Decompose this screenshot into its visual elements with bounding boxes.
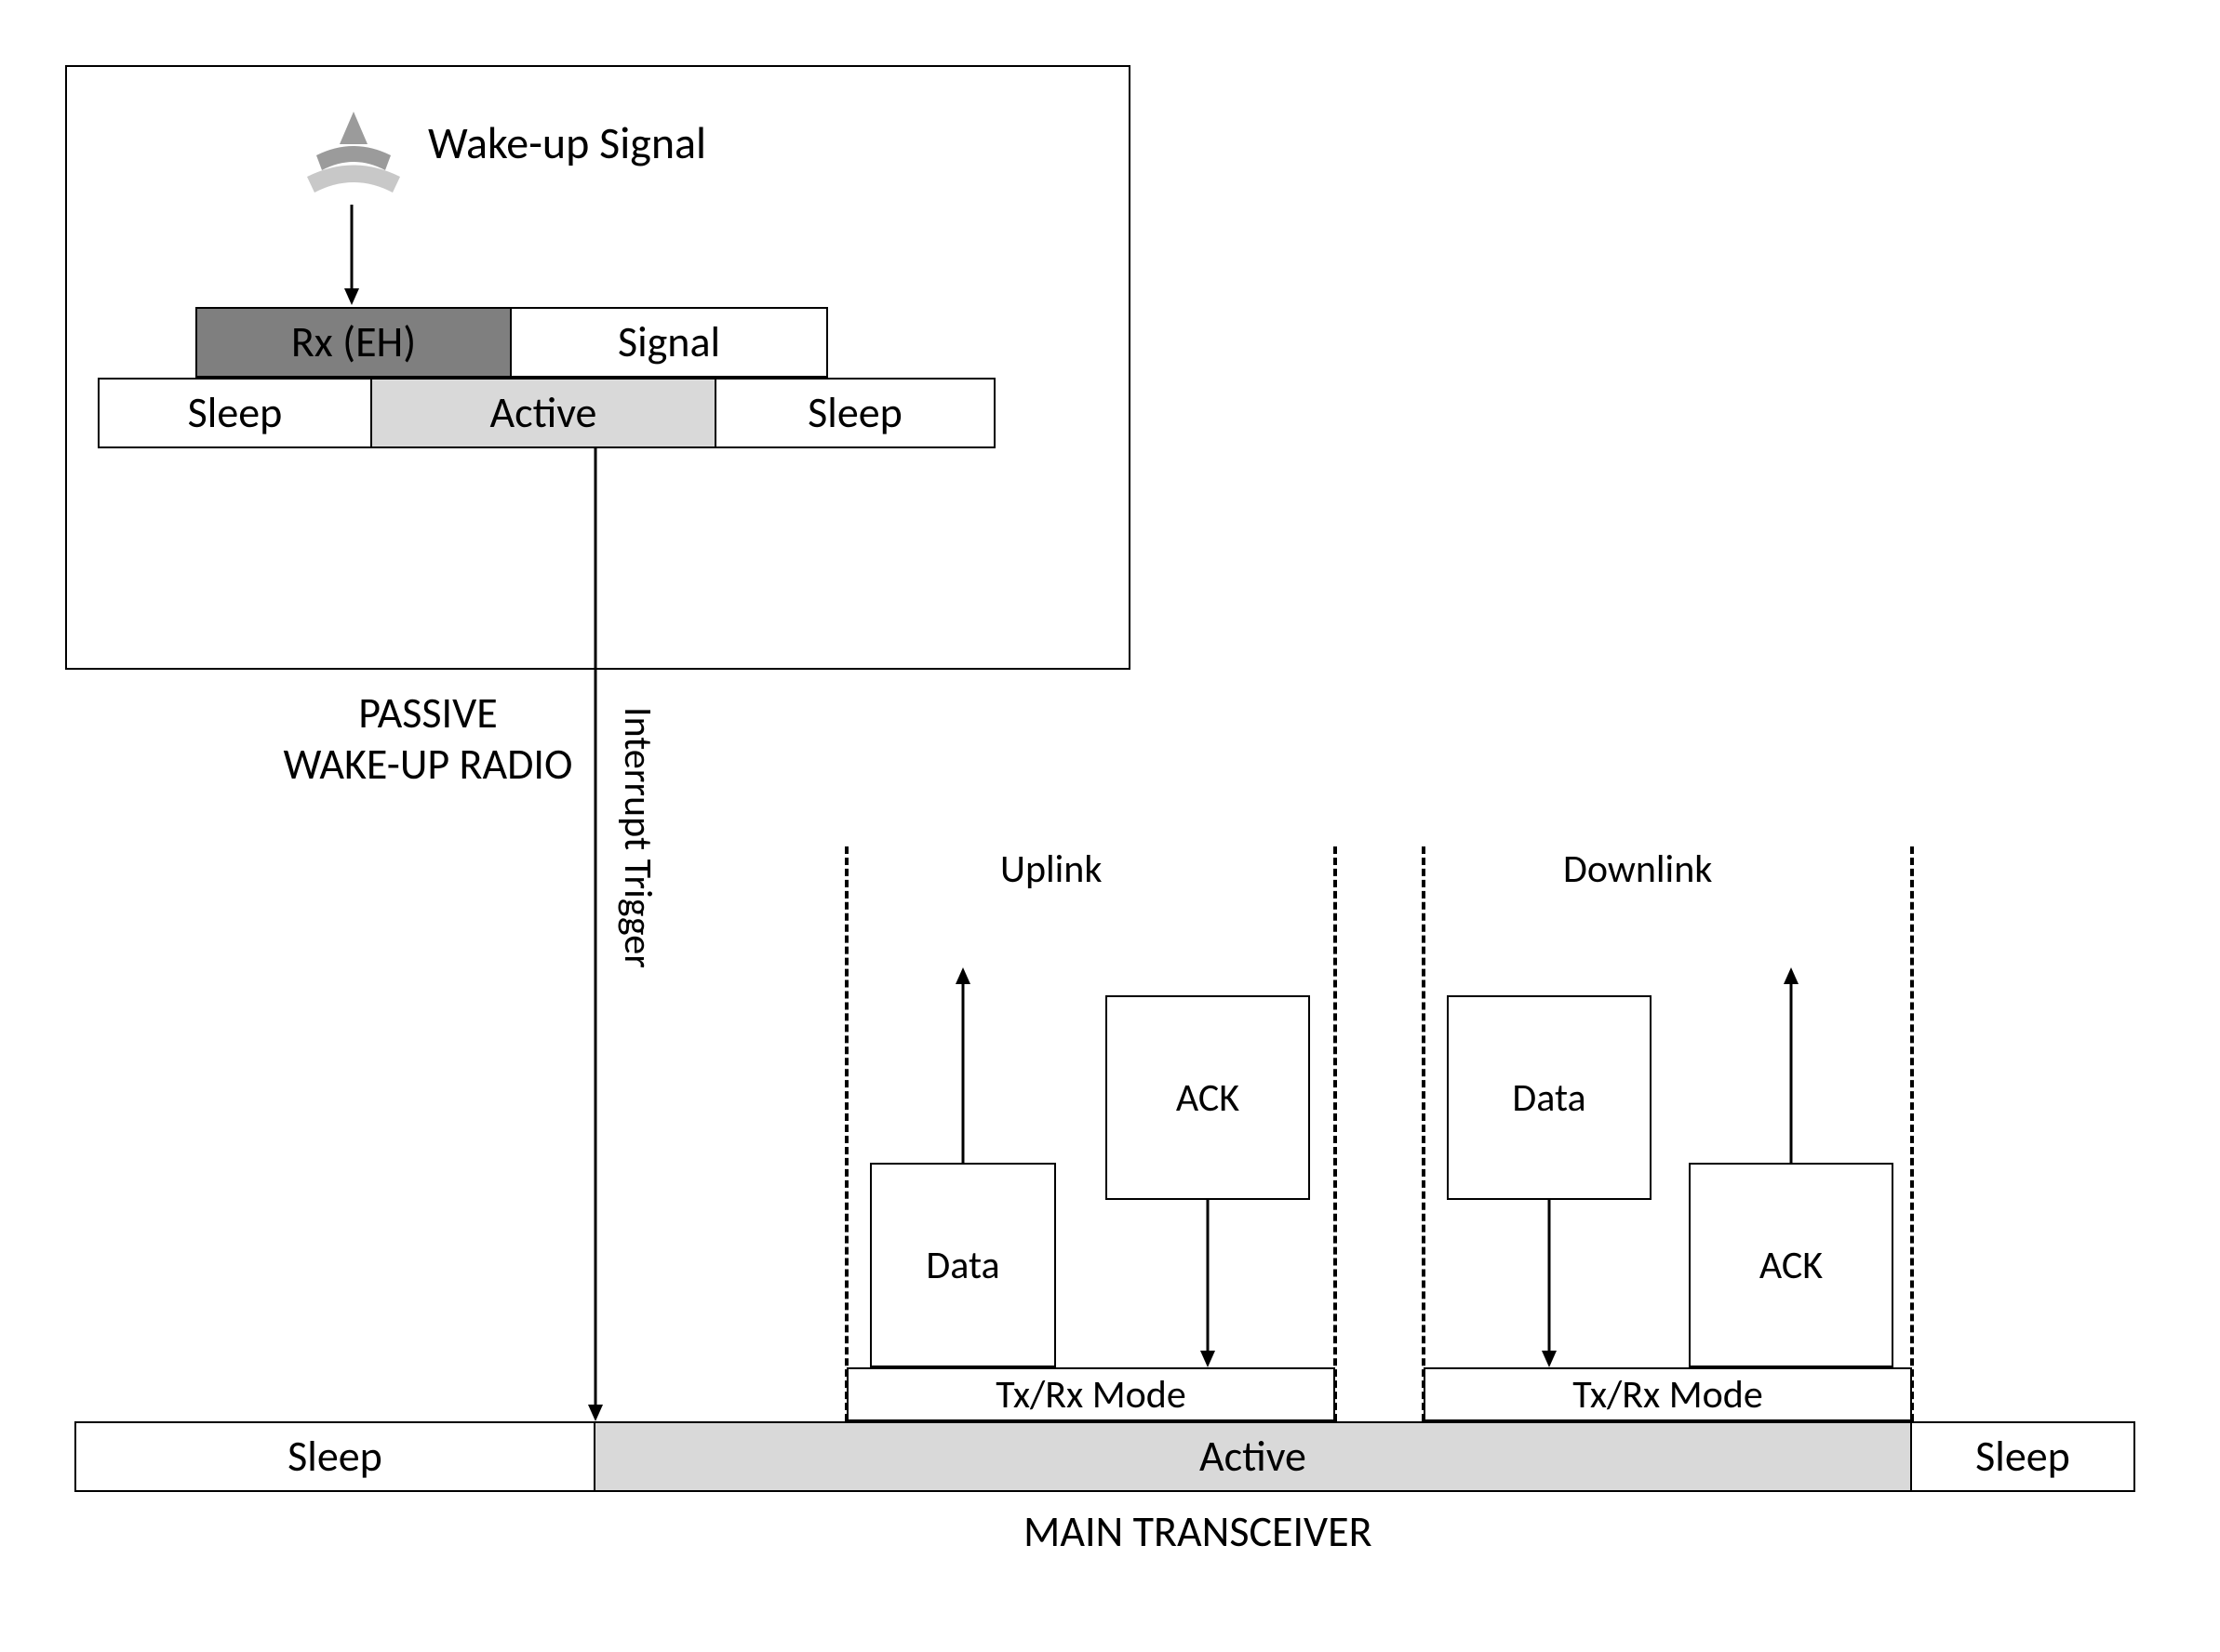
downlink-label: Downlink	[1563, 846, 1712, 893]
passive-row-upper: Rx (EH) Signal	[195, 307, 828, 378]
cell-active: Active	[372, 378, 716, 448]
passive-title-line1: PASSIVE	[358, 687, 497, 739]
uplink-ack-box: ACK	[1105, 995, 1310, 1200]
uplink-dash-left	[845, 846, 849, 1421]
passive-row-lower: Sleep Active Sleep	[98, 378, 996, 448]
cell-signal: Signal	[512, 307, 828, 378]
uplink-data-arrow	[954, 967, 972, 1163]
downlink-dash-left	[1422, 846, 1425, 1421]
uplink-data-box: Data	[870, 1163, 1056, 1367]
uplink-mode-bar: Tx/Rx Mode	[847, 1367, 1335, 1421]
cell-sleep-1: Sleep	[98, 378, 372, 448]
downlink-ack-arrow	[1782, 967, 1800, 1163]
main-transceiver-title: MAIN TRANSCEIVER	[1023, 1507, 1372, 1558]
passive-radio-title: PASSIVE WAKE-UP RADIO	[270, 688, 586, 791]
main-sleep-1: Sleep	[74, 1421, 595, 1492]
downlink-dash-right	[1910, 846, 1914, 1421]
cell-rx-eh: Rx (EH)	[195, 307, 512, 378]
passive-title-line2: WAKE-UP RADIO	[284, 739, 573, 791]
uplink-dash-right	[1333, 846, 1337, 1421]
interrupt-label: Interrupt Trigger	[614, 707, 662, 968]
main-sleep-2: Sleep	[1912, 1421, 2135, 1492]
arrow-signal-to-rx	[342, 205, 361, 307]
interrupt-arrow	[586, 448, 605, 1423]
uplink-ack-arrow	[1198, 1200, 1217, 1367]
downlink-ack-box: ACK	[1689, 1163, 1893, 1367]
cell-sleep-2: Sleep	[716, 378, 996, 448]
antenna-icon	[298, 98, 409, 205]
downlink-mode-bar: Tx/Rx Mode	[1424, 1367, 1912, 1421]
downlink-data-arrow	[1540, 1200, 1558, 1367]
diagram-container: Wake-up Signal Rx (EH) Signal Sleep Acti…	[37, 37, 2177, 1619]
uplink-label: Uplink	[1000, 846, 1102, 893]
main-active: Active	[595, 1421, 1912, 1492]
wakeup-signal-label: Wake-up Signal	[428, 116, 706, 170]
main-state-bar: Sleep Active Sleep	[74, 1421, 2135, 1492]
downlink-data-box: Data	[1447, 995, 1652, 1200]
